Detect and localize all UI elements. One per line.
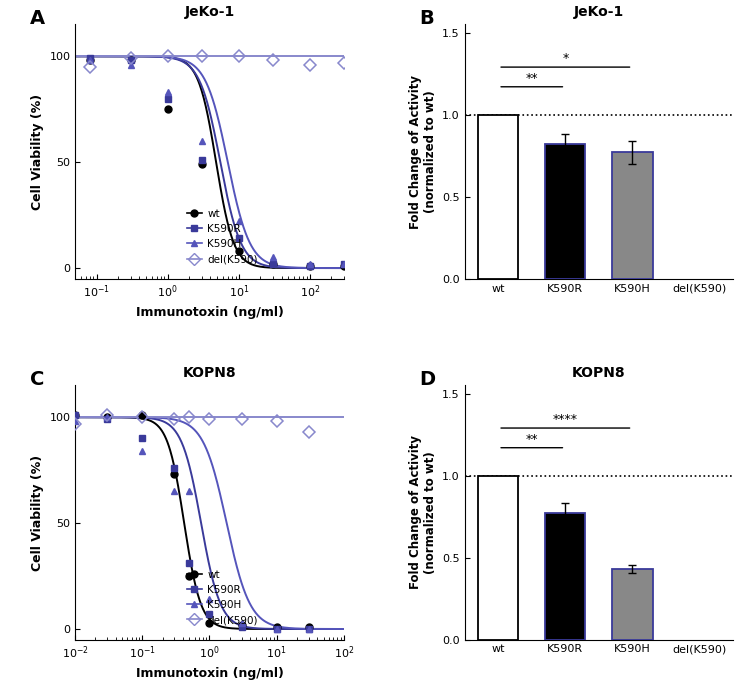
Title: JeKo-1: JeKo-1 [184, 5, 235, 19]
Legend: wt, K590R, K590H, del(K590): wt, K590R, K590H, del(K590) [183, 565, 262, 629]
Title: KOPN8: KOPN8 [572, 366, 626, 380]
X-axis label: Immunotoxin (ng/ml): Immunotoxin (ng/ml) [135, 667, 284, 679]
Y-axis label: Fold Change of Activity
(normalized to wt): Fold Change of Activity (normalized to w… [408, 75, 437, 229]
Legend: wt, K590R, K590H, del(K590): wt, K590R, K590H, del(K590) [183, 204, 262, 268]
Text: B: B [419, 9, 434, 28]
Bar [612, 569, 653, 640]
Y-axis label: Fold Change of Activity
(normalized to wt): Fold Change of Activity (normalized to w… [408, 435, 437, 589]
Title: JeKo-1: JeKo-1 [574, 5, 624, 19]
Bar [612, 152, 653, 279]
X-axis label: Immunotoxin (ng/ml): Immunotoxin (ng/ml) [135, 305, 284, 319]
Text: ****: **** [553, 413, 578, 426]
Text: C: C [29, 370, 44, 389]
Bar [545, 513, 586, 640]
Y-axis label: Cell Viability (%): Cell Viability (%) [31, 454, 44, 570]
Bar [478, 475, 518, 640]
Text: **: ** [526, 72, 538, 85]
Y-axis label: Cell Viability (%): Cell Viability (%) [31, 94, 44, 210]
Text: *: * [562, 52, 569, 66]
Text: A: A [29, 9, 44, 28]
Text: D: D [419, 370, 435, 389]
Text: **: ** [526, 433, 538, 446]
Title: KOPN8: KOPN8 [183, 366, 236, 380]
Bar [478, 115, 518, 279]
Bar [545, 144, 586, 279]
